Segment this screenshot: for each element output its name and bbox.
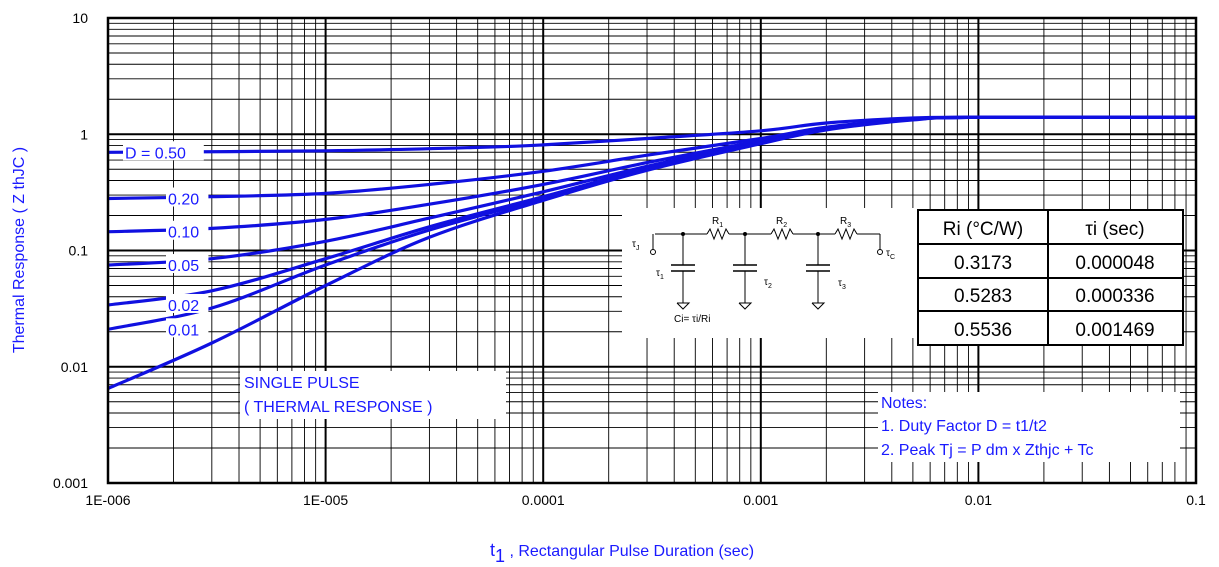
y-axis-title: Thermal Response ( Z thJC ) <box>11 147 28 353</box>
ground-1-icon <box>676 302 691 310</box>
resistor-r1 <box>706 227 730 241</box>
tick-labels: 1E-006 1E-005 0.0001 0.001 0.01 0.1 0.001 0.01 0… <box>53 10 1206 508</box>
y-tick-label: 0.01 <box>61 359 88 375</box>
table-header-ri: Ri (°C/W) <box>943 219 1023 240</box>
x-tick-label: 0.1 <box>1186 492 1206 508</box>
series-label: 0.01 <box>168 322 199 339</box>
cap-2-tau-label: τ2 <box>764 277 772 290</box>
table-ri-1: 0.3173 <box>954 253 1012 274</box>
single-pulse-line1: SINGLE PULSE <box>244 375 360 392</box>
single-pulse-line2: ( THERMAL RESPONSE ) <box>244 399 432 416</box>
ground-3-icon <box>811 302 826 310</box>
series-label-bg <box>166 318 209 338</box>
table-tau-1: 0.000048 <box>1075 253 1154 274</box>
series-label-bg <box>166 293 209 313</box>
r1-label: R1 <box>712 216 723 229</box>
x-axis-title: t1 , Rectangular Pulse Duration (sec) <box>490 540 754 566</box>
series-label: D = 0.50 <box>125 145 186 162</box>
y-tick-label: 10 <box>72 10 88 26</box>
rc-circuit-diagram: τJ τC R1 R2 R3 τ1 τ2 τ3 Ci= τi/Ri <box>622 208 918 338</box>
cap-3-tau-label: τ3 <box>838 278 846 291</box>
x-tick-label: 1E-006 <box>85 492 130 508</box>
notes-title: Notes: <box>881 395 927 412</box>
series-label: 0.20 <box>168 192 199 209</box>
y-tick-label: 0.1 <box>69 243 89 259</box>
tau-j-label: τJ <box>632 239 639 252</box>
notes-annotation: Notes: 1. Duty Factor D = t1/t2 2. Peak … <box>878 392 1180 462</box>
series-label: 0.10 <box>168 225 199 242</box>
resistor-r2 <box>770 227 794 241</box>
table-ri-2: 0.5283 <box>954 286 1012 307</box>
series-label-bg <box>166 187 209 207</box>
x-tick-label: 0.001 <box>743 492 778 508</box>
series-labels: D = 0.50 0.20 0.10 0.05 0.02 0.01 <box>123 141 209 339</box>
terminal-c-icon <box>877 249 883 255</box>
rc-parameter-table: Ri (°C/W) τi (sec) 0.3173 0.000048 0.528… <box>917 209 1184 346</box>
x-axis-title-t: t <box>490 540 495 560</box>
table-ri-3: 0.5536 <box>954 320 1012 341</box>
table-border <box>917 209 1184 346</box>
x-axis-title-sub: 1 <box>495 546 505 566</box>
single-pulse-bg <box>240 371 506 419</box>
series-line-6 <box>107 115 1197 390</box>
ground-2-icon <box>738 302 753 310</box>
series-label: 0.02 <box>168 298 199 315</box>
table-tau-3: 0.001469 <box>1075 320 1154 341</box>
r3-label: R3 <box>840 216 851 229</box>
plot-frame <box>106 16 1198 485</box>
y-tick-label: 0.001 <box>53 475 88 491</box>
cap-1-tau-label: τ1 <box>656 268 664 281</box>
series-label: 0.05 <box>168 258 199 275</box>
r2-label: R2 <box>776 216 787 229</box>
resistor-r3 <box>834 227 858 241</box>
x-tick-label: 1E-005 <box>303 492 348 508</box>
notes-bg <box>878 392 1180 462</box>
series-label-bg <box>166 254 209 274</box>
table-header-tau: τi (sec) <box>1085 219 1144 240</box>
note-2: 2. Peak Tj = P dm x Zthjc + Tc <box>881 442 1094 459</box>
single-pulse-annotation: SINGLE PULSE ( THERMAL RESPONSE ) <box>240 371 506 419</box>
table-tau-2: 0.000336 <box>1075 286 1154 307</box>
x-tick-label: 0.0001 <box>522 492 565 508</box>
series-label-bg <box>123 141 204 161</box>
circuit-bg <box>622 208 918 338</box>
x-tick-label: 0.01 <box>965 492 992 508</box>
x-axis-title-rest: , Rectangular Pulse Duration (sec) <box>505 543 754 560</box>
ci-formula-label: Ci= τi/Ri <box>674 314 710 325</box>
note-1: 1. Duty Factor D = t1/t2 <box>881 418 1047 435</box>
tau-c-label: τC <box>886 248 895 261</box>
terminal-j-icon <box>650 249 656 255</box>
y-tick-label: 1 <box>80 126 88 142</box>
series-label-bg <box>166 220 209 240</box>
series-lines <box>107 115 1197 390</box>
